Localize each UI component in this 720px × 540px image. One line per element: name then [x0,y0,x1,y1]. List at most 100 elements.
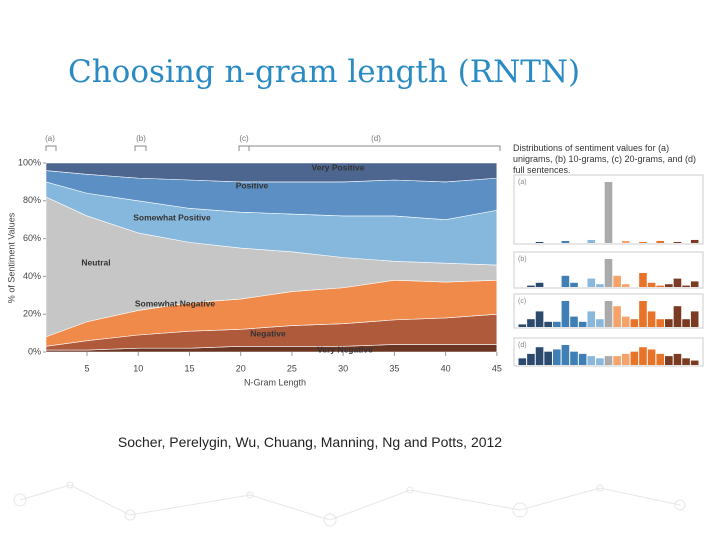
histogram-bar [604,182,613,243]
histogram-bar [673,278,682,287]
histogram-bar [518,358,527,365]
histogram-bar [587,311,596,327]
histogram-bar [682,358,690,365]
x-tick-label: 20 [236,363,246,373]
y-tick-label: 60% [23,233,41,243]
histogram-bar [544,351,552,365]
histogram-bar [535,347,544,365]
histogram-bar [596,284,604,287]
histogram-bar [561,301,570,327]
y-axis-label: % of Sentiment Values [6,212,16,303]
histogram-bar [639,241,647,243]
histogram-bar [621,240,630,243]
x-tick-label: 45 [492,363,502,373]
annotation-bracket [248,145,501,151]
histogram-bar [587,239,596,243]
histogram-bar [544,321,552,327]
area-6 [45,162,498,183]
histogram-bar [596,319,604,327]
series-label: Very Negative [317,344,373,354]
x-tick-label: 25 [287,363,297,373]
series-label: Neutral [81,257,110,267]
x-tick-label: 15 [184,363,194,373]
panel-title: Distributions of sentiment values for (a… [513,143,697,175]
histogram-bar [604,356,613,365]
histogram-bar [527,285,535,287]
y-tick-label: 20% [23,309,41,319]
x-tick-label: 40 [441,363,451,373]
histogram-bar [578,321,587,327]
panel-label: (a) [518,179,527,186]
histogram-bar [656,240,665,243]
background-network [13,481,686,527]
annotation: (c) [239,134,249,143]
series-label: Somewhat Negative [135,298,216,308]
histogram-bar [630,351,639,365]
histogram-bar [656,285,665,287]
histogram-bar [552,321,561,327]
histogram-bar [690,311,699,327]
annotation-bracket [45,145,57,151]
histogram-bar [682,319,690,327]
panel-label: (c) [518,298,526,305]
histogram-bar [665,319,673,327]
histogram-bar [552,349,561,365]
histogram-bar [527,319,535,327]
annotation: (b) [136,134,146,143]
y-tick-label: 80% [23,195,41,205]
histogram-bar [682,285,690,287]
x-tick-label: 30 [338,363,348,373]
histogram-bar [656,319,665,327]
histogram-bar [604,259,613,287]
histogram-bar [690,360,699,365]
histogram-bar [587,356,596,365]
y-tick-label: 0% [28,346,41,356]
slide-title: Choosing n-gram length (RNTN) [68,54,581,90]
histogram-bar [596,358,604,365]
histogram-bar [647,282,656,287]
histogram-bar [535,282,544,287]
annotation-bracket [238,145,250,151]
histogram-bar [578,353,587,365]
histogram-bar [604,301,613,327]
annotation-bracket [134,145,147,151]
histogram-bar [656,353,665,365]
histogram-bar [561,240,570,243]
histogram-bar [690,281,699,287]
histogram-bar [613,356,621,365]
histogram-bar [561,275,570,287]
series-label: Negative [250,328,286,338]
histogram-bar [621,284,630,287]
panel-label: (d) [518,342,527,349]
histogram-bar [621,316,630,327]
y-tick-label: 100% [18,157,41,167]
histogram-bar [630,319,639,327]
histogram-bar [639,301,647,327]
histogram-bar [647,311,656,327]
histogram-bar [639,347,647,365]
x-axis-label: N-Gram Length [244,377,306,387]
histogram-bar [673,241,682,243]
series-label: Positive [236,180,269,190]
series-label: Very Positive [312,162,365,172]
histogram-bar [570,282,578,287]
x-tick-label: 5 [84,363,89,373]
series-label: Somewhat Positive [133,212,211,222]
histogram-bar [690,239,699,243]
histogram-bar [527,353,535,365]
histogram-bar [570,316,578,327]
histogram-bar [621,353,630,365]
x-tick-label: 10 [133,363,143,373]
histogram-bar [665,284,673,287]
annotation: (d) [371,134,381,143]
histogram-bar [613,306,621,327]
histogram-bar [561,345,570,365]
histogram-bar [518,324,527,327]
annotation: (a) [45,134,55,143]
histogram-bar [665,356,673,365]
histogram-bar [673,353,682,365]
panel-label: (b) [518,256,527,263]
histogram-bar [613,275,621,287]
x-tick-label: 35 [389,363,399,373]
